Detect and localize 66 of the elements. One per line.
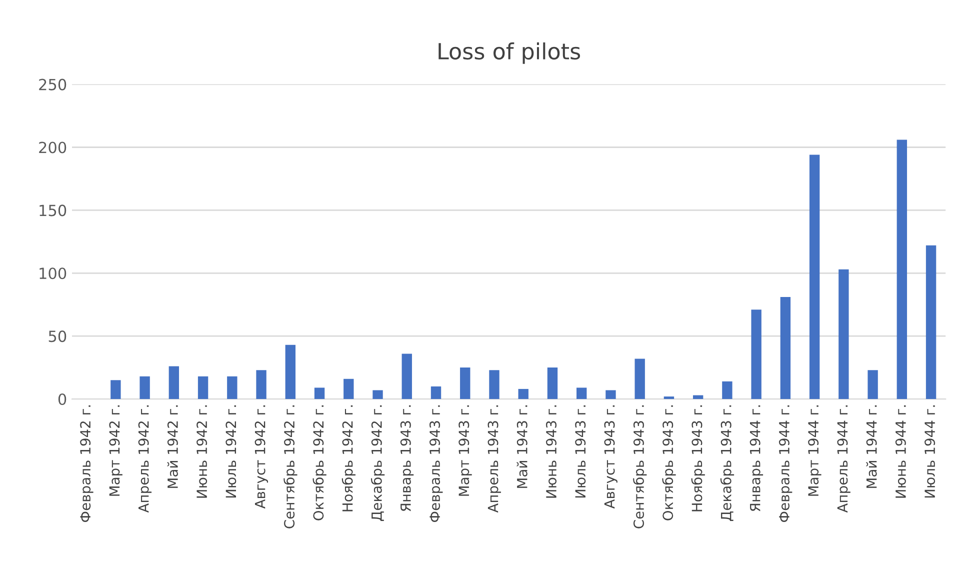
bar <box>168 366 180 400</box>
x-tick-label: Декабрь 1942 г. <box>370 405 385 521</box>
x-tick-label: Июнь 1942 г. <box>196 405 208 498</box>
bar <box>576 388 587 400</box>
x-tick-label: Апрель 1944 г. <box>837 405 850 513</box>
chart-title: Loss of pilots <box>438 42 580 64</box>
x-tick-label: Июнь 1944 г. <box>895 405 906 498</box>
x-tick-label: Март 1942 г. <box>109 405 122 496</box>
bar <box>634 358 645 400</box>
x-tick-label: Июнь 1943 г. <box>546 405 557 498</box>
bar <box>314 388 325 400</box>
x-tick-label: Январь 1943 г. <box>400 405 414 512</box>
x-tick-label: Сентябрь 1942 г. <box>284 405 298 528</box>
y-tick-label: 250 <box>39 78 66 90</box>
bar <box>896 140 908 400</box>
bar <box>664 396 674 400</box>
x-tick-label: Июль 1942 г. <box>226 405 236 498</box>
y-tick-label: 150 <box>40 204 66 216</box>
bar <box>926 245 936 400</box>
y-tick-label: 100 <box>40 268 66 280</box>
x-tick-label: Август 1942 г. <box>254 405 268 509</box>
bar <box>692 395 704 400</box>
bar <box>402 354 412 400</box>
bar <box>751 310 762 400</box>
bar <box>140 376 150 400</box>
x-tick-label: Май 1943 г. <box>516 405 528 488</box>
x-tick-label: Март 1943 г. <box>458 405 472 496</box>
x-tick-label: Июль 1944 г. <box>924 405 936 498</box>
x-tick-label: Декабрь 1943 г. <box>720 405 734 521</box>
x-tick-label: Февраль 1943 г. <box>430 405 443 522</box>
bar <box>110 380 121 400</box>
x-tick-label: Ноябрь 1942 г. <box>342 405 356 512</box>
bar <box>430 386 442 400</box>
bar <box>809 154 820 400</box>
x-tick-label: Апрель 1943 г. <box>488 405 501 513</box>
x-tick-label: Июль 1943 г. <box>575 405 586 498</box>
bar <box>460 368 470 400</box>
x-tick-label: Октябрь 1943 г. <box>662 405 676 520</box>
x-tick-label: Январь 1944 г. <box>750 405 764 512</box>
y-tick-label: 200 <box>39 142 66 154</box>
bar <box>518 388 528 400</box>
y-tick-label: 50 <box>48 330 66 342</box>
x-tick-label: Май 1942 г. <box>167 405 178 488</box>
bar <box>780 297 791 400</box>
bar <box>722 381 732 400</box>
bar <box>606 390 616 400</box>
x-tick-label: Март 1944 г. <box>808 405 822 496</box>
bar <box>198 376 208 400</box>
bar <box>256 370 266 400</box>
bar <box>489 370 500 400</box>
bar <box>547 368 558 400</box>
bar <box>868 370 878 400</box>
x-tick-label: Апрель 1942 г. <box>138 405 152 513</box>
x-tick-label: Август 1943 г. <box>604 405 618 509</box>
bar <box>285 344 296 400</box>
x-tick-label: Май 1944 г. <box>866 405 877 488</box>
bar <box>227 376 238 400</box>
x-tick-label: Февраль 1944 г. <box>778 405 792 522</box>
x-tick-label: Ноябрь 1943 г. <box>691 405 705 512</box>
bar <box>344 378 354 400</box>
y-tick-label: 0 <box>58 393 66 406</box>
bar <box>372 390 383 400</box>
x-tick-label: Сентябрь 1943 г. <box>633 405 647 528</box>
x-tick-label: Октябрь 1942 г. <box>312 405 326 520</box>
x-tick-label: Февраль 1942 г. <box>80 405 94 522</box>
bar <box>838 269 849 400</box>
